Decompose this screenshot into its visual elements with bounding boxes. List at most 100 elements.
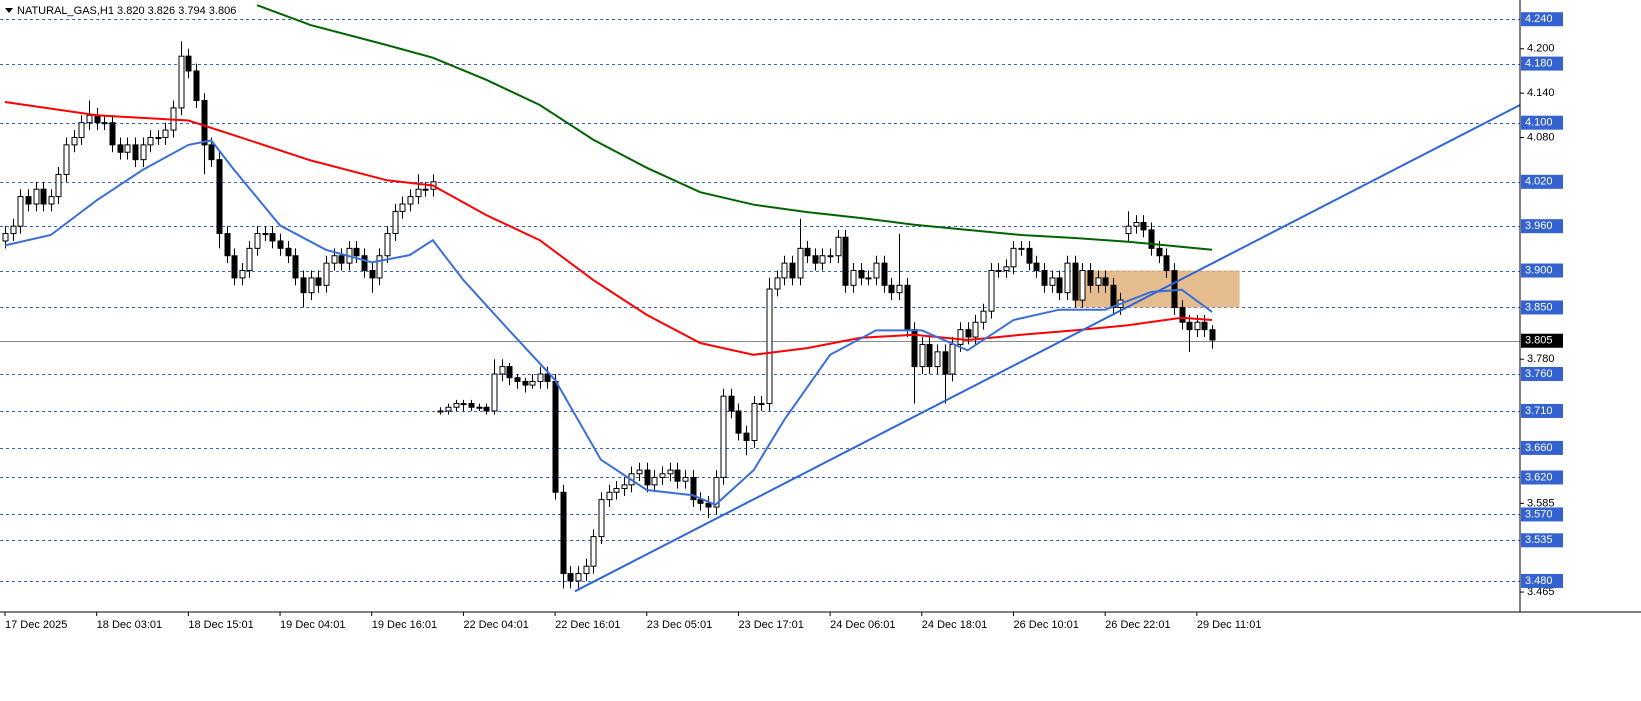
candle-body: [713, 476, 720, 508]
x-tick-label: 22 Dec 16:01: [555, 619, 620, 631]
x-tick-label: 26 Dec 10:01: [1013, 619, 1078, 631]
candle-body: [758, 403, 765, 406]
x-tick-label: 24 Dec 06:01: [830, 619, 895, 631]
candle-body: [208, 144, 215, 161]
candle-body: [178, 55, 185, 109]
candle-body: [117, 144, 124, 153]
candle-body: [644, 469, 651, 486]
candle-body: [239, 270, 246, 279]
candle-body: [453, 403, 460, 408]
candle-body: [842, 236, 849, 286]
candle-body: [1056, 277, 1063, 294]
x-tick-label: 26 Dec 22:01: [1105, 619, 1170, 631]
candle-body: [789, 262, 796, 279]
candle-body: [583, 565, 590, 575]
x-tick-label: 23 Dec 17:01: [738, 619, 803, 631]
candle-body: [392, 210, 399, 235]
level-label: 3.660: [1525, 442, 1553, 454]
candle-body: [705, 502, 712, 508]
candle-body: [10, 225, 17, 235]
candle-body: [499, 366, 506, 375]
candle-body: [1201, 321, 1208, 331]
candle-body: [1064, 262, 1071, 294]
level-label: 3.710: [1525, 405, 1553, 417]
candle-body: [522, 380, 529, 386]
candle-body: [949, 343, 956, 375]
candle-body: [201, 100, 208, 146]
candle-body: [567, 573, 574, 582]
candle-body: [751, 403, 758, 442]
y-tick-label: 4.080: [1527, 131, 1555, 143]
candle-body: [613, 488, 620, 493]
level-label: 4.180: [1525, 57, 1553, 69]
y-tick-label: 3.465: [1527, 586, 1555, 598]
candle-body: [988, 270, 995, 312]
level-label: 3.480: [1525, 575, 1553, 587]
candle-body: [338, 255, 345, 264]
x-tick-label: 19 Dec 16:01: [372, 619, 437, 631]
candle-body: [71, 136, 78, 146]
candle-body: [1125, 225, 1132, 235]
x-tick-label: 22 Dec 04:01: [463, 619, 528, 631]
candle-body: [827, 255, 834, 258]
candle-body: [575, 573, 582, 582]
candle-body: [606, 491, 613, 501]
x-tick-label: 18 Dec 03:01: [97, 619, 162, 631]
level-label-box: [1521, 507, 1563, 522]
candle-body: [720, 395, 727, 478]
candle-body: [1102, 277, 1109, 286]
level-label-box: [1521, 573, 1563, 588]
candle-body: [1209, 329, 1216, 341]
candle-body: [277, 240, 284, 249]
candle-body: [766, 288, 773, 405]
candle-body: [147, 136, 154, 146]
candle-body: [33, 188, 40, 205]
candle-body: [544, 373, 551, 382]
candle-body: [315, 277, 322, 286]
candle-body: [980, 310, 987, 323]
candle-body: [468, 403, 475, 408]
x-tick-label: 17 Dec 2025: [5, 619, 67, 631]
candle-body: [957, 329, 964, 345]
candle-body: [636, 469, 643, 475]
level-label: 3.960: [1525, 220, 1553, 232]
candle-body: [743, 432, 750, 442]
candle-body: [972, 321, 979, 338]
candle-body: [193, 70, 200, 102]
candle-body: [697, 499, 704, 504]
menu-arrow[interactable]: [5, 8, 13, 13]
level-label-box: [1521, 263, 1563, 278]
candle-body: [308, 277, 315, 294]
candle-body: [1110, 284, 1117, 308]
candle-body: [873, 262, 880, 279]
candle-body: [2, 233, 9, 242]
candle-body: [1133, 221, 1140, 227]
x-tick-label: 19 Dec 04:01: [280, 619, 345, 631]
candle-body: [483, 406, 490, 412]
candle-body: [1003, 266, 1010, 272]
candle-body: [858, 270, 865, 279]
candle-body: [1079, 270, 1086, 301]
candle-body: [353, 247, 360, 257]
x-tick-label: 18 Dec 15:01: [188, 619, 253, 631]
candle-body: [399, 203, 406, 212]
candle-body: [78, 122, 85, 138]
candle-body: [437, 410, 444, 413]
y-tick-label: 4.140: [1527, 87, 1555, 99]
candle-body: [445, 406, 452, 412]
level-label-box: [1521, 56, 1563, 71]
level-label: 4.020: [1525, 176, 1553, 188]
chart-title: NATURAL_GAS,H1 3.820 3.826 3.794 3.806: [17, 5, 236, 17]
candle-body: [674, 469, 681, 482]
candle-body: [376, 255, 383, 279]
candle-body: [904, 284, 911, 331]
candle-body: [621, 484, 628, 490]
candle-body: [216, 159, 223, 235]
candle-body: [881, 262, 888, 286]
candle-body: [476, 406, 483, 409]
candle-body: [185, 55, 192, 72]
candle-body: [86, 114, 93, 124]
candle-body: [919, 343, 926, 368]
candle-body: [460, 403, 467, 406]
